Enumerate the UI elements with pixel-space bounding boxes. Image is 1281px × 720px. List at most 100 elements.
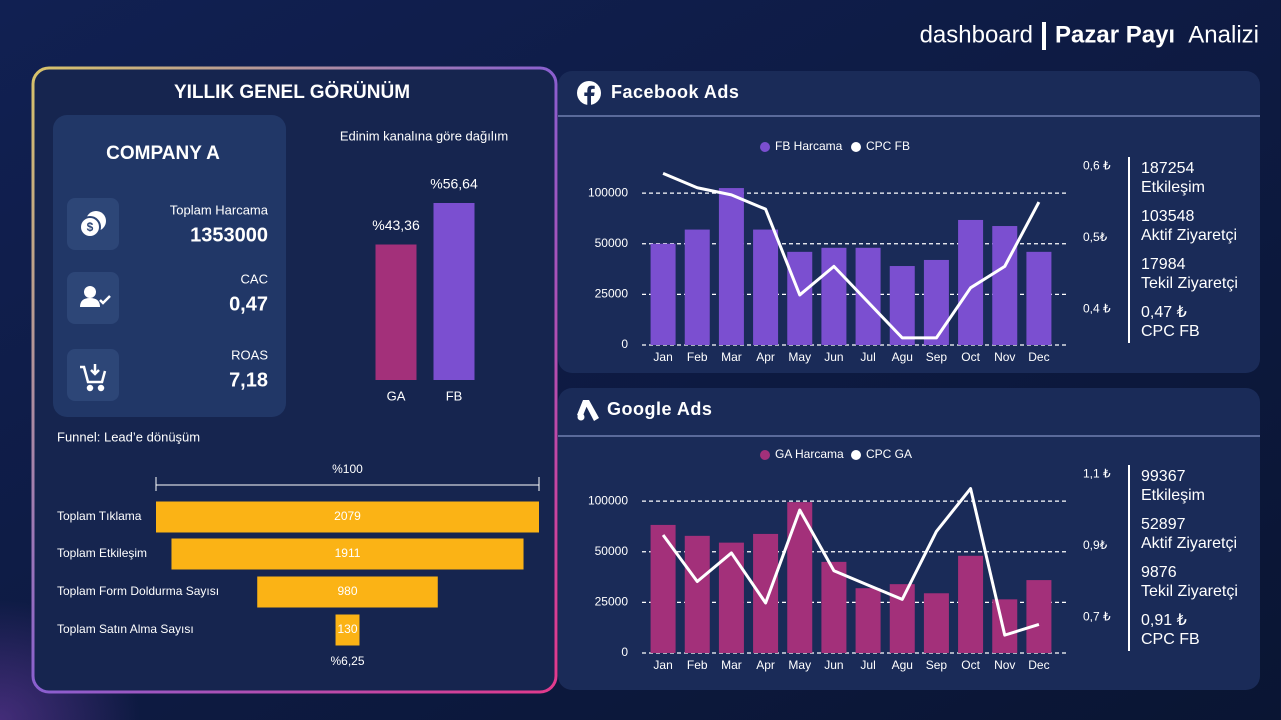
legend-marker [760, 142, 770, 152]
funnel-bar [156, 501, 539, 533]
stat-label: Tekil Ziyaretçi [1141, 583, 1238, 600]
funnel-top-label: %100 [332, 462, 363, 476]
x-tick-label: May [788, 350, 811, 364]
icon-tile [67, 272, 119, 324]
bar [958, 555, 984, 653]
bar [650, 243, 676, 345]
stat-value: 52897 [1141, 516, 1186, 533]
stat-value: 17984 [1141, 256, 1186, 273]
x-tick-label: Feb [687, 658, 708, 672]
y-tick-label: 0 [621, 337, 628, 351]
x-tick-label: Apr [756, 350, 775, 364]
bar [992, 599, 1018, 653]
kpi-label: CAC [241, 271, 268, 286]
x-tick-label: Nov [994, 350, 1015, 364]
panel-title: Facebook Ads [611, 82, 739, 102]
header-rest: Analizi [1188, 21, 1259, 48]
bar [889, 266, 915, 345]
kpi-label: Toplam Harcama [170, 202, 269, 217]
bar [821, 247, 847, 345]
x-tick-label: Oct [961, 658, 980, 672]
y2-tick-label: 0,9₺ [1083, 538, 1108, 552]
stat-label: Etkileşim [1141, 179, 1205, 196]
bar [1026, 251, 1052, 345]
funnel-bar [171, 538, 524, 570]
chart-title: Edinim kanalına göre dağılım [340, 128, 508, 143]
stat-label: CPC FB [1141, 631, 1200, 648]
y-tick-label: 25000 [595, 595, 629, 609]
bar [375, 244, 417, 380]
y-tick-label: 100000 [588, 185, 628, 199]
data-label: %56,64 [430, 176, 478, 192]
x-tick-label: Jan [653, 658, 672, 672]
header-prefix: dashboard [920, 21, 1033, 48]
user-check-icon [80, 286, 111, 307]
overview-title: YILLIK GENEL GÖRÜNÜM [174, 82, 410, 103]
bar [1026, 580, 1052, 653]
legend-label: CPC GA [866, 447, 912, 461]
funnel-value: 980 [337, 584, 357, 598]
x-tick-label: Sep [926, 350, 948, 364]
legend-marker [760, 450, 770, 460]
x-tick-label: Jan [653, 350, 672, 364]
kpi-label: ROAS [231, 347, 268, 362]
bar [433, 203, 475, 380]
bar [821, 561, 847, 653]
stat-label: Aktif Ziyaretçi [1141, 535, 1237, 552]
legend-marker [851, 450, 861, 460]
funnel-label: Toplam Satın Alma Sayısı [57, 622, 194, 636]
x-tick-label: Apr [756, 658, 775, 672]
stat-value: 0,91 ₺ [1141, 612, 1187, 629]
bar [923, 259, 949, 345]
x-tick-label: FB [446, 388, 463, 403]
data-label: %43,36 [372, 217, 420, 233]
header-bold: Pazar Payı [1055, 21, 1175, 48]
x-tick-label: Jun [824, 350, 843, 364]
x-tick-label: Agu [892, 658, 913, 672]
x-tick-label: GA [387, 388, 406, 403]
bar [855, 588, 881, 653]
bar [787, 251, 813, 345]
legend-label: CPC FB [866, 139, 910, 153]
company-name: COMPANY A [106, 143, 220, 164]
bar [855, 247, 881, 345]
stat-value: 103548 [1141, 208, 1194, 225]
x-tick-label: Agu [892, 350, 913, 364]
stat-value: 0,47 ₺ [1141, 304, 1187, 321]
stat-value: 9876 [1141, 564, 1177, 581]
coin-icon: $ [79, 211, 106, 238]
chart-title: Funnel: Lead’e dönüşüm [57, 429, 200, 444]
x-tick-label: Feb [687, 350, 708, 364]
x-tick-label: Jul [860, 658, 875, 672]
y2-tick-label: 0,4 ₺ [1083, 301, 1111, 315]
legend-label: GA Harcama [775, 447, 844, 461]
y2-tick-label: 0,7 ₺ [1083, 609, 1111, 623]
bar [992, 226, 1018, 345]
x-tick-label: Mar [721, 350, 742, 364]
x-tick-label: Jun [824, 658, 843, 672]
y-tick-label: 50000 [595, 544, 629, 558]
svg-text:$: $ [87, 220, 94, 234]
x-tick-label: Mar [721, 658, 742, 672]
stat-value: 99367 [1141, 468, 1186, 485]
x-tick-label: Dec [1028, 350, 1049, 364]
x-tick-label: Nov [994, 658, 1015, 672]
y2-tick-label: 0,5₺ [1083, 230, 1108, 244]
legend-label: FB Harcama [775, 139, 843, 153]
bar [684, 535, 710, 653]
stat-label: Etkileşim [1141, 487, 1205, 504]
kpi-card [53, 115, 286, 417]
y-tick-label: 25000 [595, 287, 629, 301]
y2-tick-label: 0,6 ₺ [1083, 158, 1111, 172]
y2-tick-label: 1,1 ₺ [1083, 466, 1111, 480]
x-tick-label: Jul [860, 350, 875, 364]
funnel-value: 1911 [335, 546, 361, 560]
funnel-bottom-label: %6,25 [330, 654, 364, 668]
bar [718, 188, 744, 345]
panel-title: Google Ads [607, 399, 712, 419]
line [661, 487, 1040, 637]
y-tick-label: 50000 [595, 236, 629, 250]
icon-tile [67, 349, 119, 401]
stat-value: 187254 [1141, 160, 1194, 177]
